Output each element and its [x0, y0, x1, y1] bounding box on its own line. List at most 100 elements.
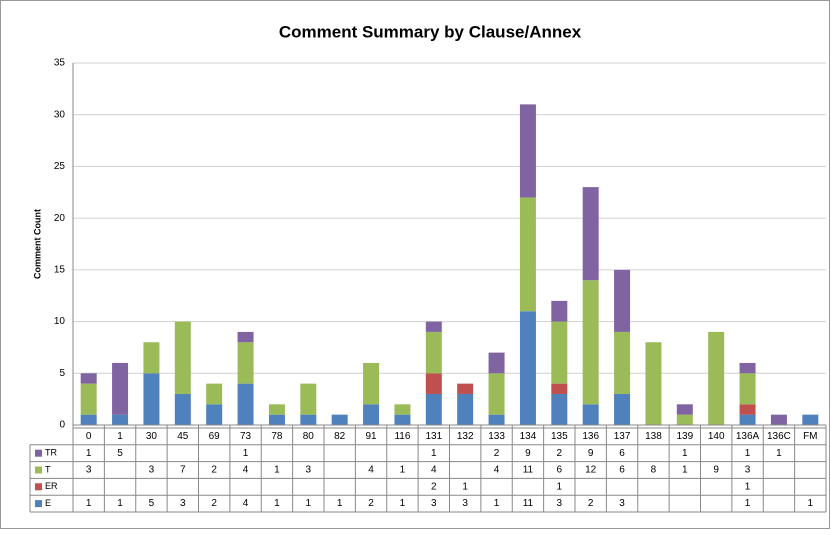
- table-cell: 4: [243, 465, 249, 476]
- bar-segment: [206, 383, 223, 405]
- table-cell: 1: [86, 498, 92, 509]
- bar-segment: [206, 404, 223, 425]
- table-cell: 5: [149, 498, 155, 509]
- bar-segment: [614, 393, 631, 425]
- bar-segment: [770, 414, 787, 425]
- bar-segment: [425, 373, 442, 394]
- bar-segment: [802, 414, 819, 425]
- bar-segment: [80, 414, 97, 425]
- x-tick-label: 136: [582, 431, 599, 442]
- table-cell: 1: [306, 498, 312, 509]
- table-cell: 3: [180, 498, 186, 509]
- table-cell: 1: [557, 481, 563, 492]
- y-tick-label: 30: [54, 109, 66, 120]
- x-tick-label: 69: [209, 431, 221, 442]
- bar-segment: [739, 373, 756, 405]
- table-cell: 3: [745, 465, 751, 476]
- bar-segment: [268, 414, 285, 425]
- bar-segment: [237, 383, 254, 425]
- x-tick-label: 0: [86, 431, 92, 442]
- y-tick-label: 15: [54, 264, 66, 275]
- bar-segment: [300, 383, 317, 415]
- legend-label: T: [45, 464, 51, 474]
- y-tick-label: 35: [54, 58, 66, 69]
- x-tick-label: 80: [303, 431, 315, 442]
- bar-segment: [676, 404, 693, 415]
- table-cell: 2: [494, 448, 500, 459]
- bar-segment: [582, 187, 599, 281]
- bar-segment: [143, 342, 160, 374]
- x-tick-label: 73: [240, 431, 252, 442]
- x-tick-label: 138: [645, 431, 662, 442]
- y-tick-label: 10: [54, 316, 66, 327]
- table-cell: 6: [619, 465, 625, 476]
- table-cell: 11: [523, 465, 534, 476]
- x-tick-label: 30: [146, 431, 158, 442]
- table-cell: 4: [368, 465, 374, 476]
- table-cell: 11: [523, 498, 534, 509]
- bar-segment: [551, 383, 568, 394]
- bar-segment: [425, 393, 442, 425]
- legend-key: [35, 466, 42, 474]
- bar-segment: [551, 393, 568, 425]
- table-cell: 3: [431, 498, 437, 509]
- x-tick-label: 78: [271, 431, 283, 442]
- bar-segment: [551, 321, 568, 384]
- table-cell: 1: [462, 481, 468, 492]
- table-cell: 1: [776, 448, 782, 459]
- table-cell: 3: [557, 498, 563, 509]
- bar-segment: [488, 414, 505, 425]
- x-tick-label: 137: [614, 431, 631, 442]
- bar-segment: [519, 197, 536, 312]
- table-cell: 5: [117, 448, 123, 459]
- bar-segment: [112, 362, 129, 415]
- chart-title: Comment Summary by Clause/Annex: [279, 22, 582, 41]
- table-cell: 3: [619, 498, 625, 509]
- bar-segment: [582, 280, 599, 405]
- table-cell: 1: [808, 498, 814, 509]
- table-cell: 1: [745, 498, 751, 509]
- x-tick-label: 139: [676, 431, 693, 442]
- table-cell: 3: [306, 465, 312, 476]
- table-cell: 2: [588, 498, 594, 509]
- table-cell: 3: [86, 465, 92, 476]
- bar-segment: [237, 331, 254, 343]
- x-tick-label: 132: [457, 431, 474, 442]
- bar-segment: [143, 373, 160, 425]
- table-cell: 2: [211, 498, 217, 509]
- bar-segment: [488, 352, 505, 374]
- table-cell: 9: [588, 448, 594, 459]
- y-tick-label: 25: [54, 161, 66, 172]
- bar-segment: [331, 414, 348, 425]
- table-cell: 2: [431, 481, 437, 492]
- x-tick-label: 140: [708, 431, 725, 442]
- bar-segment: [457, 393, 474, 425]
- bar-segment: [739, 362, 756, 374]
- legend-key: [35, 449, 42, 457]
- bar-segment: [268, 404, 285, 415]
- table-cell: 1: [243, 448, 249, 459]
- bar-segment: [394, 414, 411, 425]
- table-cell: 6: [557, 465, 563, 476]
- x-tick-label: 134: [520, 431, 537, 442]
- bar-segment: [645, 342, 662, 425]
- bar-segment: [739, 414, 756, 425]
- bar-segment: [394, 404, 411, 415]
- bar-segment: [112, 414, 129, 425]
- bar-segment: [519, 104, 536, 198]
- table-cell: 1: [745, 448, 751, 459]
- table-cell: 1: [337, 498, 343, 509]
- x-tick-label: 133: [488, 431, 505, 442]
- x-tick-label: 82: [334, 431, 346, 442]
- bar-segment: [551, 300, 568, 322]
- table-cell: 9: [713, 465, 719, 476]
- table-cell: 1: [745, 481, 751, 492]
- x-tick-label: 136A: [736, 431, 760, 442]
- table-cell: 3: [462, 498, 468, 509]
- bar-segment: [80, 373, 97, 384]
- table-cell: 1: [431, 448, 437, 459]
- legend-label: TR: [45, 448, 57, 458]
- table-cell: 2: [211, 465, 217, 476]
